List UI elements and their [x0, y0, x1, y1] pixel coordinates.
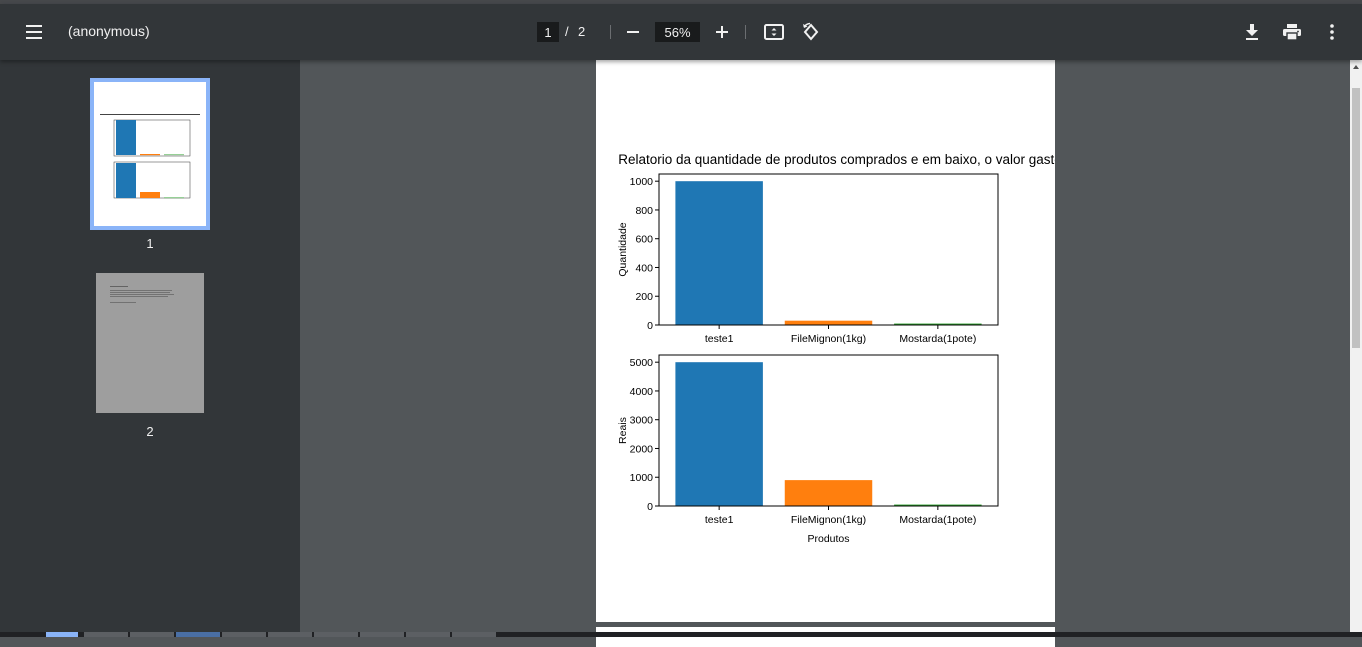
chart-bar: [675, 362, 763, 506]
zoom-in-button[interactable]: [706, 16, 738, 48]
y-axis-label: Reais: [617, 417, 629, 444]
x-axis-label: Produtos: [807, 533, 849, 545]
taskbar-item[interactable]: [314, 632, 358, 637]
plus-icon: [716, 26, 728, 38]
thumbnail-2-preview: [110, 286, 174, 303]
taskbar-item[interactable]: [176, 632, 220, 637]
x-tick-label: FileMignon(1kg): [791, 514, 866, 526]
y-axis-label: Quantidade: [617, 222, 629, 276]
thumbnail-sidebar: 1 2: [0, 60, 300, 637]
chart-bar: [894, 504, 982, 506]
y-tick-label: 5000: [630, 357, 654, 369]
x-tick-label: Mostarda(1pote): [899, 514, 976, 526]
print-icon: [1283, 24, 1301, 40]
y-tick-label: 0: [647, 320, 653, 332]
chart-bar: [894, 323, 982, 325]
window-top-edge: [0, 0, 1362, 4]
thumbnail-1-preview: [94, 82, 206, 226]
rotate-button[interactable]: [795, 16, 827, 48]
y-tick-label: 400: [635, 262, 653, 274]
document-viewer[interactable]: Relatorio da quantidade de produtos comp…: [300, 60, 1350, 647]
y-tick-label: 800: [635, 205, 653, 217]
y-tick-label: 600: [635, 234, 653, 246]
thumbnail-page-2[interactable]: [96, 273, 204, 413]
page-total: 2: [578, 24, 586, 39]
page-number-input[interactable]: 1: [537, 22, 559, 42]
vertical-scrollbar[interactable]: [1350, 60, 1362, 637]
chart-title: Relatorio da quantidade de produtos comp…: [618, 152, 1055, 167]
fit-to-page-button[interactable]: [758, 16, 790, 48]
hamburger-menu-icon[interactable]: [18, 16, 50, 48]
print-button[interactable]: [1276, 16, 1308, 48]
pdf-toolbar: (anonymous) 1 / 2 56%: [0, 4, 1362, 60]
y-tick-label: 2000: [630, 443, 654, 455]
more-options-button[interactable]: [1316, 16, 1348, 48]
taskbar-item[interactable]: [222, 632, 266, 637]
more-vert-icon: [1330, 24, 1334, 40]
rotate-counterclockwise-icon: [803, 22, 819, 41]
y-tick-label: 1000: [630, 472, 654, 484]
chart-bar: [784, 320, 873, 325]
y-tick-label: 3000: [630, 415, 654, 427]
minus-icon: [627, 31, 639, 33]
x-tick-label: teste1: [705, 514, 734, 526]
zoom-out-button[interactable]: [617, 16, 649, 48]
page-separator: /: [565, 24, 569, 39]
chart-bar: [784, 480, 873, 506]
document-title: (anonymous): [68, 23, 150, 39]
taskbar-item[interactable]: [130, 632, 174, 637]
taskbar-item[interactable]: [406, 632, 450, 637]
scroll-up-arrow-icon[interactable]: [1350, 62, 1362, 72]
taskbar-item[interactable]: [452, 632, 496, 637]
thumbnail-page-1[interactable]: [90, 78, 210, 230]
x-tick-label: FileMignon(1kg): [791, 333, 866, 345]
toolbar-divider: [610, 25, 611, 39]
fit-to-page-icon: [764, 24, 784, 40]
x-tick-label: teste1: [705, 333, 734, 345]
download-button[interactable]: [1236, 16, 1268, 48]
taskbar-item[interactable]: [268, 632, 312, 637]
y-tick-label: 200: [635, 291, 653, 303]
thumbnail-2-label: 2: [146, 424, 154, 439]
y-tick-label: 1000: [630, 176, 654, 188]
pdf-page-1: Relatorio da quantidade de produtos comp…: [596, 60, 1062, 622]
pdf-page-2: [596, 627, 1055, 647]
download-icon: [1246, 24, 1258, 40]
taskbar-item[interactable]: [46, 632, 78, 637]
x-tick-label: Mostarda(1pote): [899, 333, 976, 345]
taskbar-strip: [0, 632, 1362, 637]
chart-figure: Relatorio da quantidade de produtos comp…: [617, 152, 1062, 545]
y-tick-label: 4000: [630, 386, 654, 398]
taskbar-item[interactable]: [84, 632, 128, 637]
taskbar-item[interactable]: [360, 632, 404, 637]
chart-bar: [675, 181, 763, 325]
zoom-level-input[interactable]: 56%: [655, 22, 700, 42]
thumbnail-1-label: 1: [146, 236, 154, 251]
scrollbar-thumb[interactable]: [1352, 88, 1360, 348]
y-tick-label: 0: [647, 501, 653, 513]
toolbar-divider: [745, 25, 746, 39]
